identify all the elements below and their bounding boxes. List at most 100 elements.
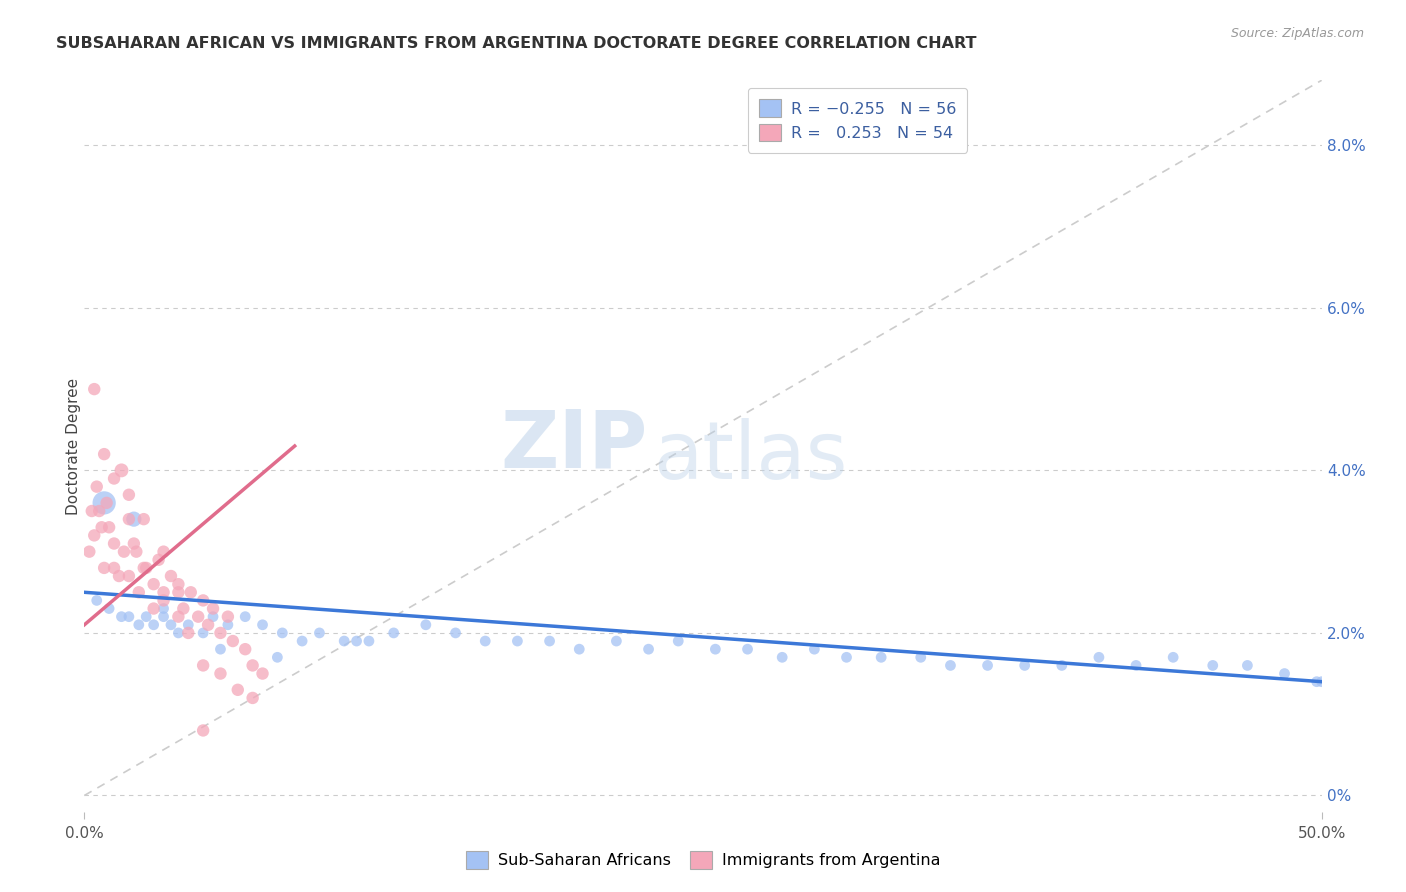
Point: [1274, 666, 1296, 681]
Point: [98, 520, 121, 534]
Point: [291, 634, 314, 648]
Point: [152, 609, 174, 624]
Point: [1305, 674, 1327, 689]
Point: [80, 504, 103, 518]
Point: [191, 723, 214, 738]
Point: [568, 642, 591, 657]
Point: [103, 561, 125, 575]
Text: atlas: atlas: [654, 418, 848, 496]
Point: [474, 634, 496, 648]
Point: [167, 609, 190, 624]
Point: [737, 642, 759, 657]
Point: [79, 544, 101, 558]
Point: [1088, 650, 1111, 665]
Point: [803, 642, 825, 657]
Point: [132, 561, 155, 575]
Point: [152, 593, 174, 607]
Point: [939, 658, 962, 673]
Legend: R = −0.255   N = 56, R =   0.253   N = 54: R = −0.255 N = 56, R = 0.253 N = 54: [748, 88, 967, 153]
Point: [233, 642, 256, 657]
Point: [1202, 658, 1225, 673]
Point: [160, 569, 183, 583]
Point: [1014, 658, 1036, 673]
Point: [122, 536, 145, 550]
Point: [415, 617, 437, 632]
Point: [538, 634, 561, 648]
Point: [93, 447, 115, 461]
Point: [1125, 658, 1147, 673]
Point: [93, 496, 115, 510]
Point: [122, 512, 145, 526]
Point: [506, 634, 529, 648]
Point: [209, 642, 232, 657]
Point: [98, 601, 121, 615]
Point: [152, 601, 174, 615]
Point: [910, 650, 932, 665]
Point: [266, 650, 288, 665]
Point: [142, 617, 165, 632]
Point: [96, 496, 118, 510]
Text: SUBSAHARAN AFRICAN VS IMMIGRANTS FROM ARGENTINA DOCTORATE DEGREE CORRELATION CHA: SUBSAHARAN AFRICAN VS IMMIGRANTS FROM AR…: [56, 36, 977, 51]
Point: [108, 569, 131, 583]
Point: [191, 626, 214, 640]
Point: [835, 650, 858, 665]
Point: [242, 690, 264, 705]
Point: [177, 626, 200, 640]
Point: [1050, 658, 1073, 673]
Point: [177, 617, 200, 632]
Point: [666, 634, 689, 648]
Point: [209, 626, 232, 640]
Point: [110, 463, 132, 477]
Point: [90, 520, 112, 534]
Point: [770, 650, 793, 665]
Point: [135, 609, 157, 624]
Point: [167, 626, 190, 640]
Point: [167, 577, 190, 591]
Point: [308, 626, 330, 640]
Point: [209, 666, 232, 681]
Point: [112, 544, 135, 558]
Point: [333, 634, 356, 648]
Point: [110, 609, 132, 624]
Text: Source: ZipAtlas.com: Source: ZipAtlas.com: [1230, 27, 1364, 40]
Point: [135, 561, 157, 575]
Point: [142, 601, 165, 615]
Point: [118, 569, 141, 583]
Point: [86, 480, 108, 494]
Point: [704, 642, 727, 657]
Point: [1236, 658, 1258, 673]
Point: [637, 642, 659, 657]
Legend: Sub-Saharan Africans, Immigrants from Argentina: Sub-Saharan Africans, Immigrants from Ar…: [460, 845, 946, 875]
Point: [148, 553, 170, 567]
Point: [346, 634, 368, 648]
Point: [83, 382, 105, 396]
Point: [252, 617, 274, 632]
Point: [180, 585, 202, 599]
Point: [125, 544, 148, 558]
Point: [271, 626, 294, 640]
Point: [357, 634, 380, 648]
Point: [976, 658, 998, 673]
Point: [93, 561, 115, 575]
Point: [217, 609, 239, 624]
Point: [118, 488, 141, 502]
Point: [89, 504, 111, 518]
Point: [152, 544, 174, 558]
Point: [605, 634, 627, 648]
Point: [86, 593, 108, 607]
Point: [217, 617, 239, 632]
Point: [1310, 674, 1333, 689]
Point: [128, 617, 150, 632]
Point: [202, 609, 225, 624]
Point: [202, 601, 225, 615]
Point: [118, 609, 141, 624]
Y-axis label: Doctorate Degree: Doctorate Degree: [66, 377, 80, 515]
Point: [242, 658, 264, 673]
Point: [160, 617, 183, 632]
Text: ZIP: ZIP: [501, 407, 647, 485]
Point: [1161, 650, 1184, 665]
Point: [118, 512, 141, 526]
Point: [252, 666, 274, 681]
Point: [152, 585, 174, 599]
Point: [444, 626, 467, 640]
